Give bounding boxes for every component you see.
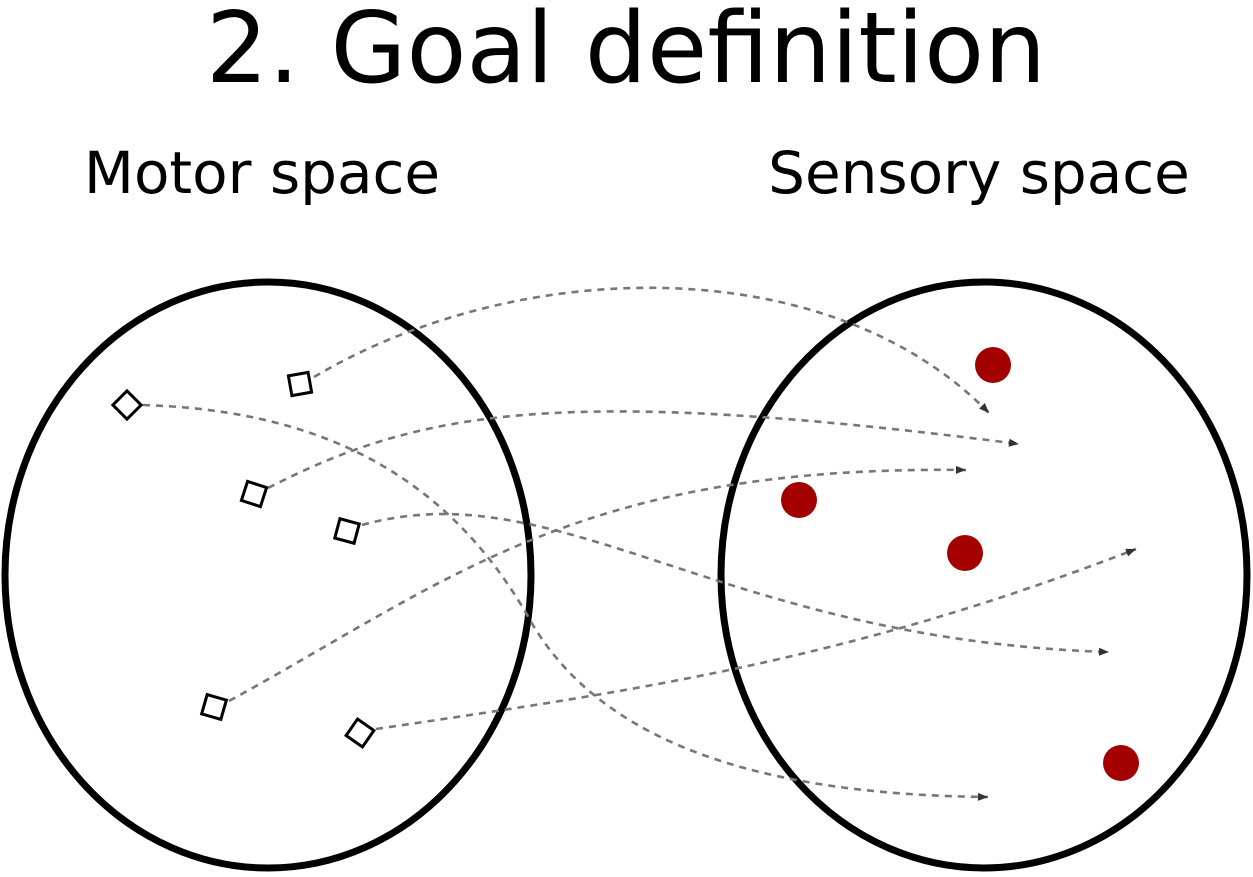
mapping-arrow: [228, 465, 967, 703]
mapping-arrow: [313, 286, 990, 414]
mapping-arrow: [361, 512, 1110, 656]
sensory-space-ellipse: [717, 278, 1251, 872]
sensory-space-label: Sensory space: [768, 139, 1190, 207]
diagram-title: 2. Goal definition: [206, 0, 1046, 106]
mapping-arrow: [375, 547, 1137, 731]
motor-space-ellipse: [1, 278, 535, 872]
sensory-goal-dot-icon: [947, 535, 983, 571]
sensory-goal-dot-icon: [975, 347, 1011, 383]
mapping-arrow: [267, 410, 1020, 490]
motor-command-square-icon: [110, 388, 144, 422]
sensory-goal-dot-icon: [1103, 745, 1139, 781]
motor-space-label: Motor space: [84, 139, 440, 207]
sensory-goal-dot-icon: [781, 482, 817, 518]
mapping-arrow: [142, 403, 989, 801]
motor-command-square-icon: [239, 479, 269, 509]
motor-command-square-icon: [332, 516, 362, 546]
motor-command-square-icon: [343, 716, 377, 750]
motor-command-square-icon: [286, 370, 314, 398]
motor-command-square-icon: [199, 692, 229, 722]
